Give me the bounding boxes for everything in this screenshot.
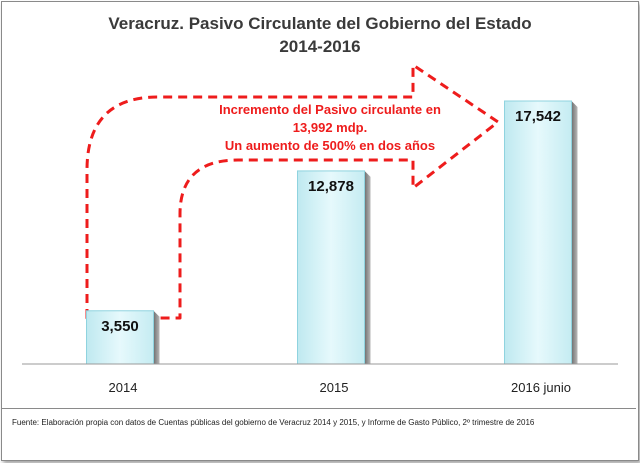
bars bbox=[86, 100, 578, 365]
bar bbox=[504, 100, 572, 365]
x-tick-label: 2014 bbox=[109, 380, 138, 395]
footnote-separator bbox=[2, 408, 636, 409]
bar-2016 junio bbox=[504, 100, 578, 365]
x-tick-label: 2016 junio bbox=[511, 380, 571, 395]
x-tick-label: 2015 bbox=[320, 380, 349, 395]
bar-2015 bbox=[297, 170, 371, 365]
source-footnote: Fuente: Elaboración propia con datos de … bbox=[12, 418, 535, 427]
labels: 3,550 2014 12,878 2015 17,542 2016 junio Incre… bbox=[101, 102, 571, 395]
chart-title: Veracruz. Pasivo Circulante del Gobierno… bbox=[108, 14, 532, 33]
annotation-text: Un aumento de 500% en dos años bbox=[225, 138, 435, 153]
bar-side bbox=[571, 101, 578, 364]
bar-side bbox=[364, 170, 371, 364]
bar-value-label: 12,878 bbox=[308, 178, 354, 195]
annotation-text: 13,992 mdp. bbox=[293, 120, 367, 135]
bar-value-label: 17,542 bbox=[515, 108, 561, 125]
bar-chart: 3,550 2014 12,878 2015 17,542 2016 junio Incre… bbox=[22, 63, 618, 395]
bar bbox=[297, 170, 365, 365]
annotation-text: Incremento del Pasivo circulante en bbox=[219, 102, 441, 117]
bar-value-label: 3,550 bbox=[101, 318, 139, 335]
chart-subtitle: 2014-2016 bbox=[279, 37, 361, 56]
bar-side bbox=[153, 310, 160, 364]
